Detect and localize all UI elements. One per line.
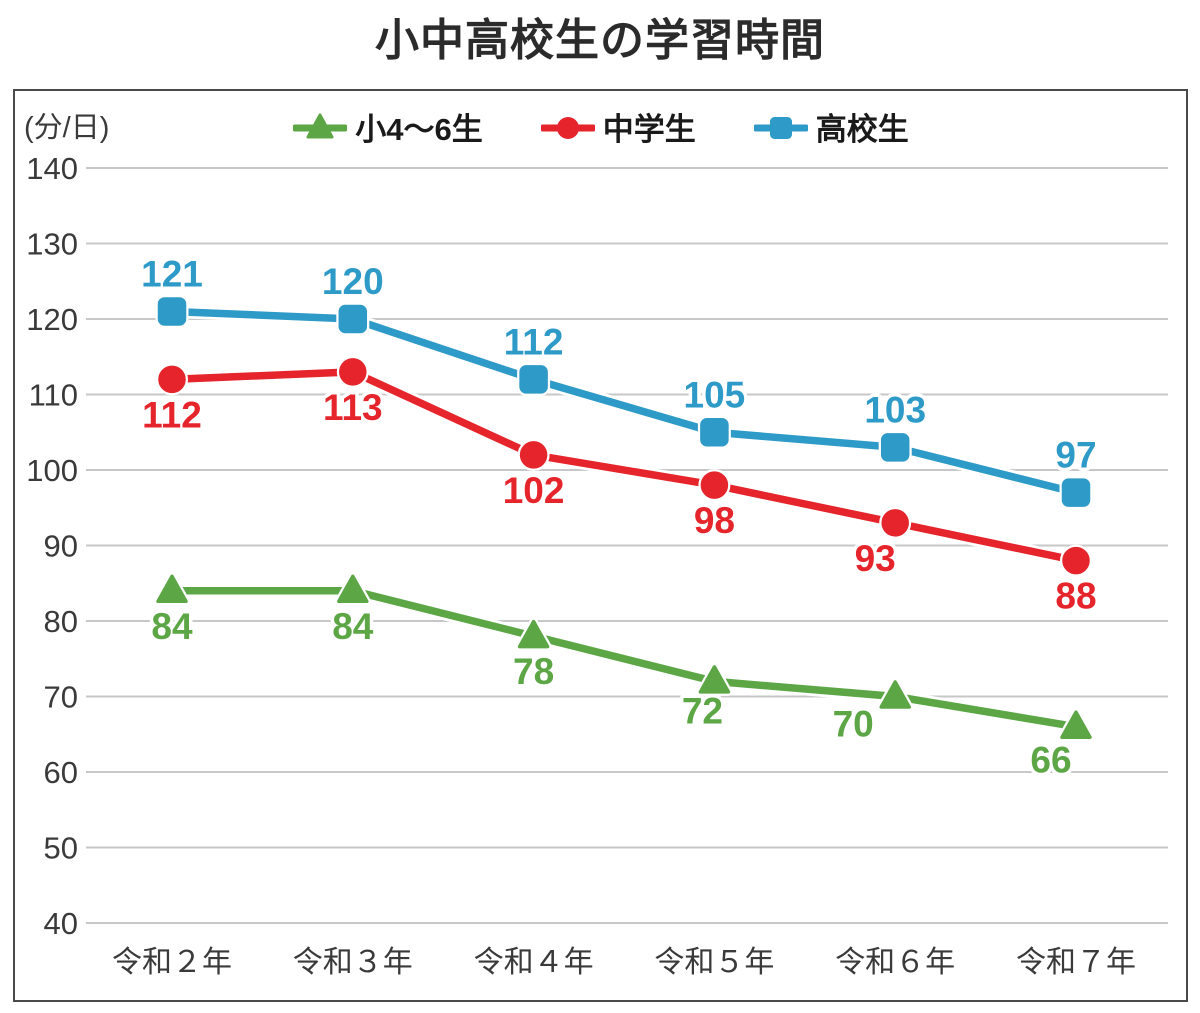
marker-square [1061, 478, 1091, 507]
data-label-series0-pt1: 84 [332, 606, 374, 647]
x-tick-label-1: 令和３年 [293, 946, 413, 979]
y-tick-label-120: 120 [26, 302, 78, 337]
legend-label-1: 中学生 [602, 112, 696, 147]
y-tick-label-70: 70 [44, 680, 78, 715]
marker-circle [158, 365, 186, 394]
circle-legend-marker-icon [540, 116, 595, 139]
x-tick-label-2: 令和４年 [474, 946, 594, 979]
data-label-series1-pt0: 112 [142, 394, 202, 435]
data-label-series2-pt5: 97 [1055, 435, 1096, 476]
legend-item-2: 高校生 [753, 104, 909, 149]
marker-triangle [879, 680, 911, 709]
x-tick-label-0: 令和２年 [112, 946, 232, 979]
y-tick-label-60: 60 [44, 755, 78, 790]
legend-item-1: 中学生 [540, 104, 696, 149]
data-label-series2-pt1: 120 [322, 261, 384, 302]
marker-triangle [1060, 710, 1092, 739]
y-tick-label-140: 140 [26, 151, 78, 186]
marker-triangle [337, 574, 369, 604]
series-line-1 [168, 368, 1080, 565]
marker-circle [881, 509, 909, 537]
data-label-series1-pt4: 93 [855, 538, 896, 579]
marker-square [157, 297, 187, 326]
marker-square [338, 304, 368, 334]
data-label-series2-pt3: 105 [684, 374, 746, 415]
series-line-0 [168, 587, 1080, 731]
data-label-series2-pt4: 103 [864, 389, 926, 430]
y-tick-label-40: 40 [44, 906, 78, 941]
series-line-2 [168, 307, 1080, 497]
marker-triangle [156, 574, 188, 604]
marker-triangle [698, 665, 731, 694]
chart-title: 小中高校生の学習時間 [375, 16, 825, 65]
y-tick-label-50: 50 [44, 831, 78, 866]
data-label-series1-pt1: 113 [323, 387, 383, 428]
y-tick-label-110: 110 [29, 378, 78, 413]
legend-label-0: 小4～6生 [355, 112, 483, 147]
data-label-series2-pt0: 121 [141, 253, 203, 294]
x-tick-label-5: 令和７年 [1016, 946, 1136, 979]
legend-label-2: 高校生 [815, 112, 909, 147]
data-label-series0-pt4: 70 [833, 704, 874, 745]
y-tick-label-90: 90 [44, 529, 78, 564]
square-legend-marker-icon [753, 116, 808, 139]
marker-circle [1062, 546, 1090, 575]
x-tick-label-4: 令和６年 [835, 946, 955, 979]
data-label-series1-pt2: 102 [503, 470, 565, 511]
data-label-series1-pt5: 88 [1055, 576, 1096, 617]
marker-square [700, 418, 729, 447]
data-label-series0-pt3: 72 [682, 690, 723, 731]
marker-triangle [517, 619, 550, 649]
marker-circle [519, 441, 548, 469]
y-tick-label-100: 100 [26, 453, 78, 488]
triangle-legend-marker-icon [293, 113, 348, 138]
chart-legend: 小4～6生 中学生 高校生 [13, 104, 1189, 149]
data-label-series0-pt0: 84 [151, 606, 193, 647]
y-tick-label-130: 130 [26, 227, 78, 262]
marker-square [519, 365, 548, 394]
x-tick-label-3: 令和５年 [654, 946, 774, 979]
data-label-series0-pt2: 78 [513, 651, 554, 692]
data-label-series2-pt2: 112 [504, 321, 564, 362]
marker-circle [339, 358, 367, 386]
data-label-series1-pt3: 98 [694, 500, 735, 541]
data-label-series0-pt5: 66 [1030, 740, 1071, 781]
marker-square [880, 433, 910, 462]
y-axis-unit-label: (分/日) [24, 112, 110, 144]
y-tick-label-80: 80 [44, 604, 78, 639]
legend-item-0: 小4～6生 [293, 104, 483, 149]
marker-circle [700, 471, 729, 499]
